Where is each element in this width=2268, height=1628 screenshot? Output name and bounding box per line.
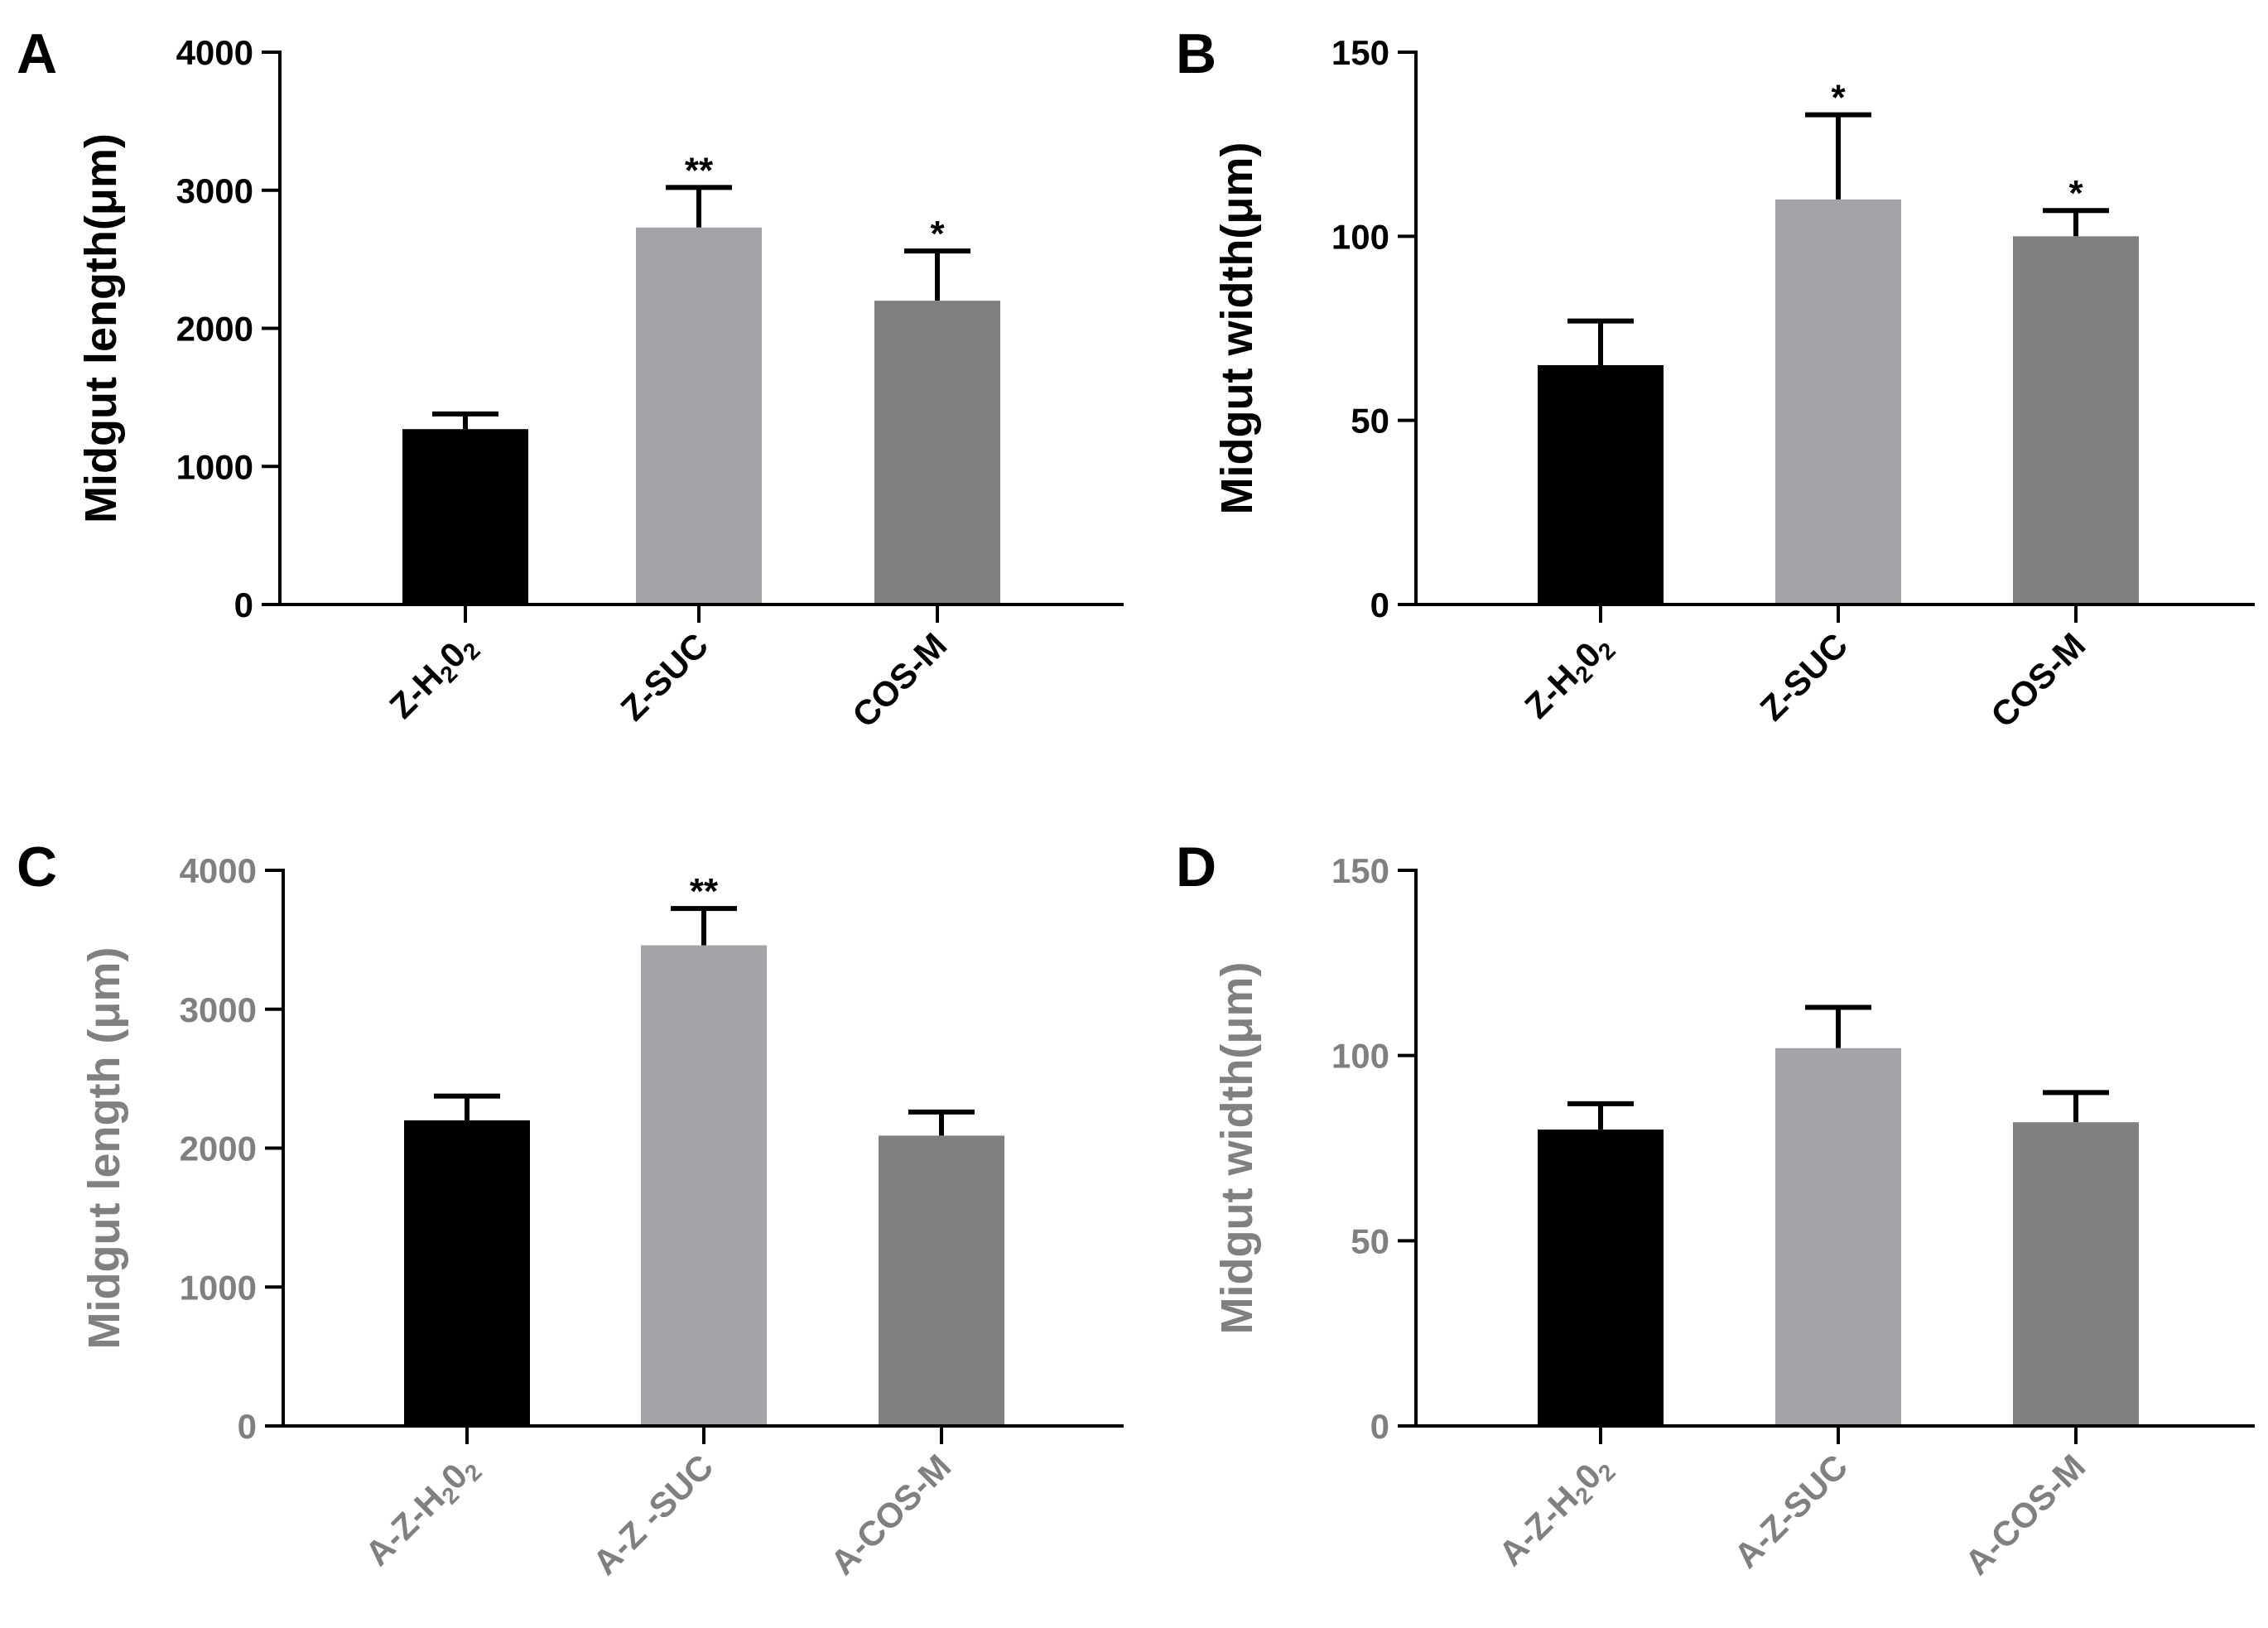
panel-letter: C: [17, 836, 57, 898]
x-tick-label: A-COS-M: [823, 1447, 959, 1582]
x-tick-label: COS-M: [845, 625, 954, 735]
x-tick-label: Z-H202: [1517, 625, 1620, 729]
y-tick-label: 3000: [176, 171, 253, 210]
x-tick-label: A-Z-SUC: [1726, 1447, 1855, 1575]
panel-b: B * * 0 50 100 150 Z-H202 Z-SUC COS-M Midgut width…: [1176, 22, 2255, 735]
y-tick-label: 2000: [176, 310, 253, 349]
bar: [2013, 1122, 2139, 1426]
y-axis-label: Midgut length (μm): [79, 947, 129, 1350]
panel-letter: D: [1176, 836, 1216, 898]
panel-letter: B: [1176, 22, 1216, 85]
x-tick-label: Z-SUC: [1752, 625, 1855, 728]
significance-label: *: [930, 214, 945, 254]
panel-d: D 0 50 100 150 A-Z-H202 A-Z-SUC A-COS-M Midgut w…: [1176, 836, 2255, 1582]
y-tick-label: 150: [1331, 33, 1389, 72]
bar: [404, 1120, 530, 1426]
y-tick-label: 100: [1331, 217, 1389, 256]
y-tick-label: 50: [1351, 1221, 1389, 1260]
bar: [2013, 236, 2139, 604]
x-tick-label: A-Z-H202: [358, 1447, 487, 1576]
x-tick-label: Z-SUC: [613, 625, 715, 728]
significance-label: **: [685, 150, 714, 190]
bar: [1775, 199, 1901, 604]
x-tick-label: A-Z -SUC: [585, 1447, 721, 1582]
x-tick-label: Z-H202: [382, 625, 485, 729]
bar: [874, 301, 1000, 604]
significance-label: *: [1831, 78, 1846, 118]
x-tick-label: COS-M: [1983, 625, 2092, 735]
significance-label: **: [690, 871, 719, 912]
panel-c: C ** 0 1000 2000 3000 4000 A-Z-H202 A-Z -SUC A-CO…: [17, 836, 1124, 1582]
y-axis-label: Midgut width(μm): [1212, 962, 1262, 1335]
y-tick-label: 4000: [176, 33, 253, 72]
bar: [879, 1135, 1004, 1426]
x-tick-label: A-Z-H202: [1491, 1447, 1620, 1576]
y-axis-label: Midgut width(μm): [1212, 142, 1262, 515]
y-tick-label: 0: [1370, 585, 1389, 624]
y-axis-label: Midgut length(μm): [76, 133, 126, 523]
bar: [636, 227, 762, 604]
y-tick-label: 0: [234, 585, 253, 624]
y-tick-label: 100: [1331, 1037, 1389, 1076]
y-tick-label: 0: [1370, 1407, 1389, 1446]
bar: [641, 945, 767, 1426]
bar: [1775, 1048, 1901, 1426]
y-tick-label: 1000: [180, 1268, 257, 1307]
y-tick-label: 4000: [180, 851, 257, 890]
bar: [1538, 364, 1664, 604]
y-tick-label: 3000: [180, 990, 257, 1029]
y-tick-label: 50: [1351, 402, 1389, 441]
bar: [1538, 1129, 1664, 1426]
bar: [402, 429, 528, 604]
x-tick-label: A-COS-M: [1957, 1447, 2093, 1582]
significance-label: *: [2068, 173, 2083, 214]
panel-letter: A: [17, 22, 57, 85]
y-tick-label: 1000: [176, 447, 253, 486]
y-tick-label: 0: [238, 1407, 257, 1446]
y-tick-label: 2000: [180, 1129, 257, 1168]
y-tick-label: 150: [1331, 851, 1389, 890]
